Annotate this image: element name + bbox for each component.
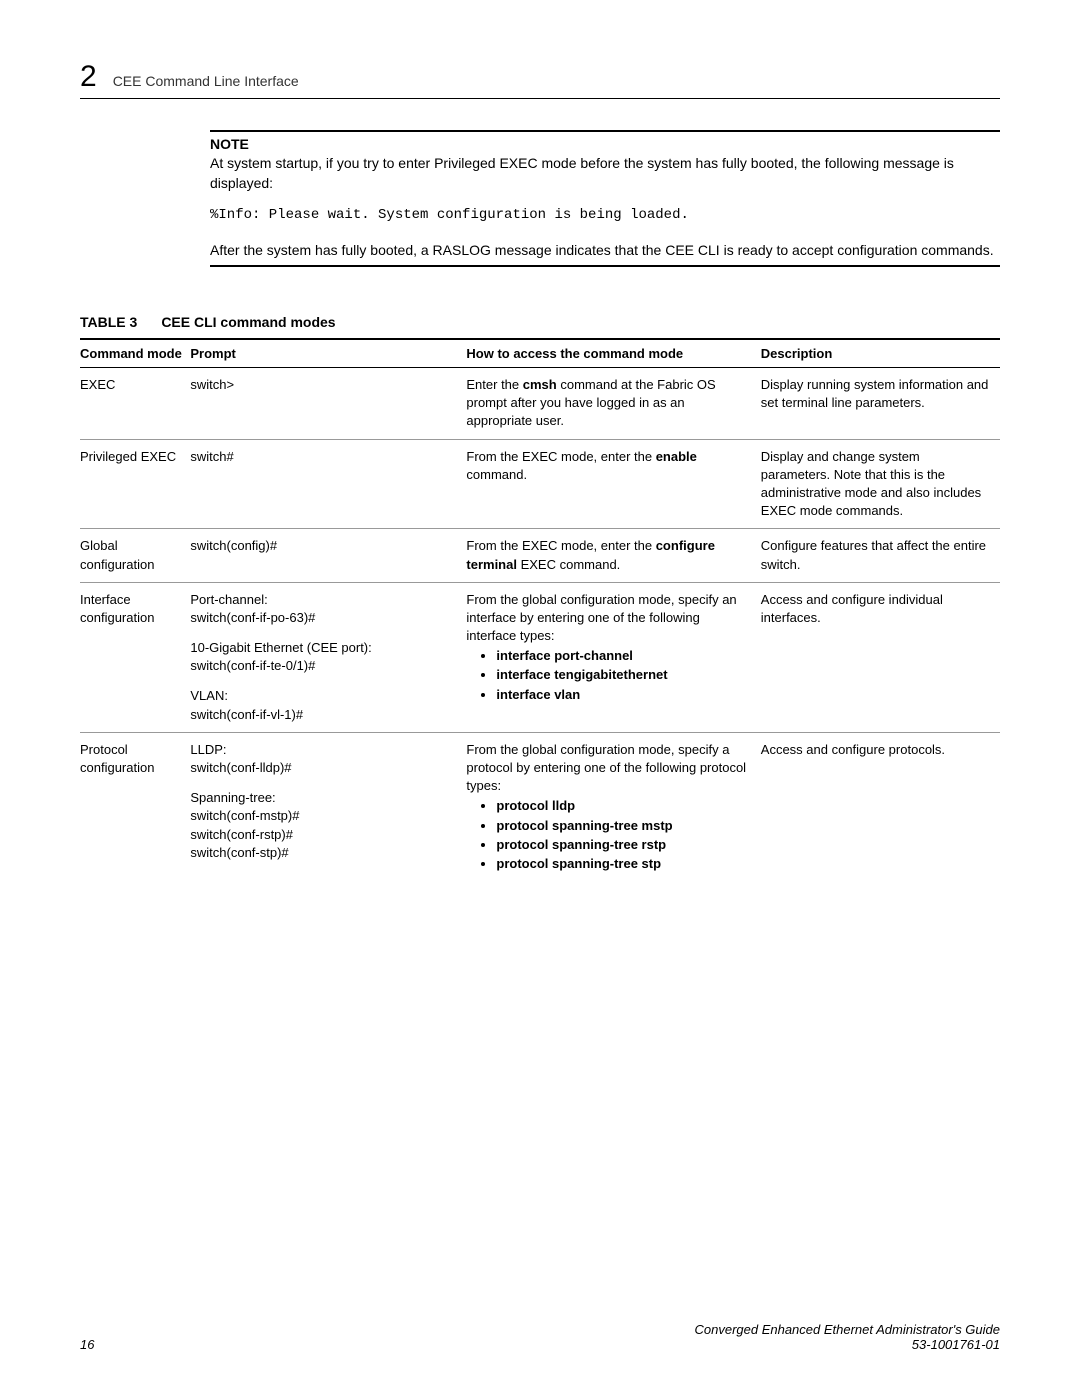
cell-prompt: LLDP: switch(conf-lldp)# Spanning-tree: … bbox=[190, 732, 466, 882]
cell-mode: Protocol configuration bbox=[80, 732, 190, 882]
prompt-label: LLDP: bbox=[190, 741, 458, 759]
prompt-label: Port-channel: bbox=[190, 591, 458, 609]
table-header-row: Command mode Prompt How to access the co… bbox=[80, 339, 1000, 368]
bullet-item: protocol spanning-tree rstp bbox=[496, 836, 752, 854]
access-pre: From the global configuration mode, spec… bbox=[466, 741, 752, 796]
note-label: NOTE bbox=[210, 136, 1000, 152]
bullet-item: protocol lldp bbox=[496, 797, 752, 815]
cell-desc: Configure features that affect the entir… bbox=[761, 529, 1000, 582]
access-pre: Enter the bbox=[466, 377, 522, 392]
footer-right: Converged Enhanced Ethernet Administrato… bbox=[694, 1322, 1000, 1352]
cell-access: From the EXEC mode, enter the enable com… bbox=[466, 439, 760, 529]
access-pre: From the EXEC mode, enter the bbox=[466, 538, 655, 553]
table-section: TABLE 3 CEE CLI command modes Command mo… bbox=[80, 314, 1000, 882]
page-footer: 16 Converged Enhanced Ethernet Administr… bbox=[80, 1322, 1000, 1352]
header-title: CEE Command Line Interface bbox=[113, 73, 299, 89]
access-bullets: interface port-channel interface tengiga… bbox=[496, 647, 752, 704]
cell-desc: Access and configure individual interfac… bbox=[761, 582, 1000, 732]
prompt-label: VLAN: bbox=[190, 687, 458, 705]
prompt-line: switch(conf-if-te-0/1)# bbox=[190, 657, 458, 675]
access-post: EXEC command. bbox=[517, 557, 620, 572]
cell-mode: Interface configuration bbox=[80, 582, 190, 732]
note-after-text: After the system has fully booted, a RAS… bbox=[210, 241, 1000, 261]
table-row: Protocol configuration LLDP: switch(conf… bbox=[80, 732, 1000, 882]
bullet-item: interface port-channel bbox=[496, 647, 752, 665]
cell-mode: Privileged EXEC bbox=[80, 439, 190, 529]
prompt-line: switch(conf-rstp)# bbox=[190, 826, 458, 844]
access-bold: cmsh bbox=[523, 377, 557, 392]
cell-access: From the global configuration mode, spec… bbox=[466, 582, 760, 732]
footer-guide: Converged Enhanced Ethernet Administrato… bbox=[694, 1322, 1000, 1337]
access-bullets: protocol lldp protocol spanning-tree mst… bbox=[496, 797, 752, 873]
cell-mode: EXEC bbox=[80, 368, 190, 440]
access-bold: enable bbox=[656, 449, 697, 464]
prompt-line: switch(conf-stp)# bbox=[190, 844, 458, 862]
note-rule-bottom bbox=[210, 265, 1000, 267]
page-header: 2 CEE Command Line Interface bbox=[80, 60, 1000, 99]
prompt-line: switch(conf-mstp)# bbox=[190, 807, 458, 825]
th-prompt: Prompt bbox=[190, 339, 466, 368]
bullet-item: interface vlan bbox=[496, 686, 752, 704]
table-row: EXEC switch> Enter the cmsh command at t… bbox=[80, 368, 1000, 440]
table-number: TABLE 3 bbox=[80, 314, 137, 330]
chapter-number: 2 bbox=[80, 60, 97, 94]
cell-desc: Display and change system parameters. No… bbox=[761, 439, 1000, 529]
footer-doc-id: 53-1001761-01 bbox=[694, 1337, 1000, 1352]
cell-access: From the EXEC mode, enter the configure … bbox=[466, 529, 760, 582]
th-access: How to access the command mode bbox=[466, 339, 760, 368]
table-title: TABLE 3 CEE CLI command modes bbox=[80, 314, 1000, 330]
prompt-label: Spanning-tree: bbox=[190, 789, 458, 807]
prompt-line: switch(conf-if-po-63)# bbox=[190, 609, 458, 627]
cell-access: Enter the cmsh command at the Fabric OS … bbox=[466, 368, 760, 440]
cell-prompt: switch> bbox=[190, 368, 466, 440]
cell-desc: Display running system information and s… bbox=[761, 368, 1000, 440]
table-row: Interface configuration Port-channel: sw… bbox=[80, 582, 1000, 732]
cell-desc: Access and configure protocols. bbox=[761, 732, 1000, 882]
cell-mode: Global configuration bbox=[80, 529, 190, 582]
prompt-line: switch(conf-if-vl-1)# bbox=[190, 706, 458, 724]
cell-prompt: switch(config)# bbox=[190, 529, 466, 582]
note-code: %Info: Please wait. System configuration… bbox=[210, 207, 1000, 223]
bullet-item: protocol spanning-tree mstp bbox=[496, 817, 752, 835]
prompt-label: 10-Gigabit Ethernet (CEE port): bbox=[190, 639, 458, 657]
note-rule-top bbox=[210, 130, 1000, 132]
command-modes-table: Command mode Prompt How to access the co… bbox=[80, 338, 1000, 882]
page-number: 16 bbox=[80, 1337, 94, 1352]
bullet-item: protocol spanning-tree stp bbox=[496, 855, 752, 873]
cell-prompt: switch# bbox=[190, 439, 466, 529]
access-post: command. bbox=[466, 467, 527, 482]
th-mode: Command mode bbox=[80, 339, 190, 368]
th-desc: Description bbox=[761, 339, 1000, 368]
access-pre: From the EXEC mode, enter the bbox=[466, 449, 655, 464]
cell-prompt: Port-channel: switch(conf-if-po-63)# 10-… bbox=[190, 582, 466, 732]
prompt-line: switch(conf-lldp)# bbox=[190, 759, 458, 777]
cell-access: From the global configuration mode, spec… bbox=[466, 732, 760, 882]
table-caption: CEE CLI command modes bbox=[161, 314, 335, 330]
bullet-item: interface tengigabitethernet bbox=[496, 666, 752, 684]
note-text: At system startup, if you try to enter P… bbox=[210, 154, 1000, 193]
table-row: Privileged EXEC switch# From the EXEC mo… bbox=[80, 439, 1000, 529]
note-section: NOTE At system startup, if you try to en… bbox=[210, 130, 1000, 283]
access-pre: From the global configuration mode, spec… bbox=[466, 591, 752, 646]
table-row: Global configuration switch(config)# Fro… bbox=[80, 529, 1000, 582]
